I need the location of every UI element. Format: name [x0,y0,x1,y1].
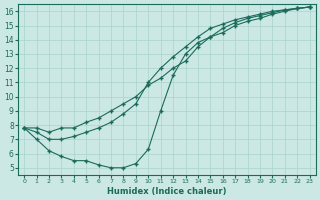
X-axis label: Humidex (Indice chaleur): Humidex (Indice chaleur) [107,187,227,196]
